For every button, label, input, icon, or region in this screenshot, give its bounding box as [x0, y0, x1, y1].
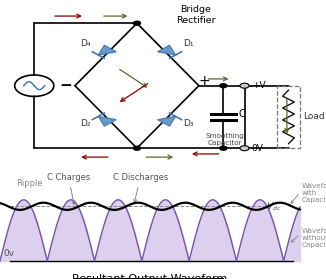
Text: Resultant Output Waveform: Resultant Output Waveform: [72, 274, 228, 279]
Circle shape: [133, 146, 141, 150]
Text: $V_{dc}$: $V_{dc}$: [266, 200, 281, 213]
Circle shape: [220, 84, 227, 88]
Text: Load: Load: [303, 112, 325, 121]
Text: +: +: [199, 74, 211, 88]
Text: D₂: D₂: [81, 119, 91, 128]
Text: C Discharges: C Discharges: [112, 173, 168, 203]
Text: C Charges: C Charges: [47, 173, 90, 205]
Text: 0V: 0V: [252, 144, 263, 153]
Text: Waveform
without
Capacitor: Waveform without Capacitor: [302, 228, 326, 247]
Circle shape: [240, 83, 249, 88]
Text: −: −: [59, 78, 72, 93]
Text: Smoothing
Capacitor: Smoothing Capacitor: [205, 133, 244, 146]
Text: +V: +V: [252, 81, 265, 90]
Text: D₄: D₄: [81, 39, 91, 48]
Polygon shape: [157, 116, 175, 126]
Text: Bridge
Rectifier: Bridge Rectifier: [176, 5, 215, 25]
Text: Ripple: Ripple: [16, 179, 43, 188]
Text: D₃: D₃: [183, 119, 193, 128]
Circle shape: [220, 146, 227, 150]
Polygon shape: [157, 45, 175, 55]
Circle shape: [240, 146, 249, 151]
Text: Waveform
with
Capacitor: Waveform with Capacitor: [302, 182, 326, 203]
Polygon shape: [98, 45, 116, 55]
Text: D₁: D₁: [183, 39, 193, 48]
Text: 0v: 0v: [3, 249, 14, 258]
Circle shape: [133, 21, 141, 25]
Text: C: C: [239, 109, 246, 119]
Polygon shape: [98, 116, 116, 126]
